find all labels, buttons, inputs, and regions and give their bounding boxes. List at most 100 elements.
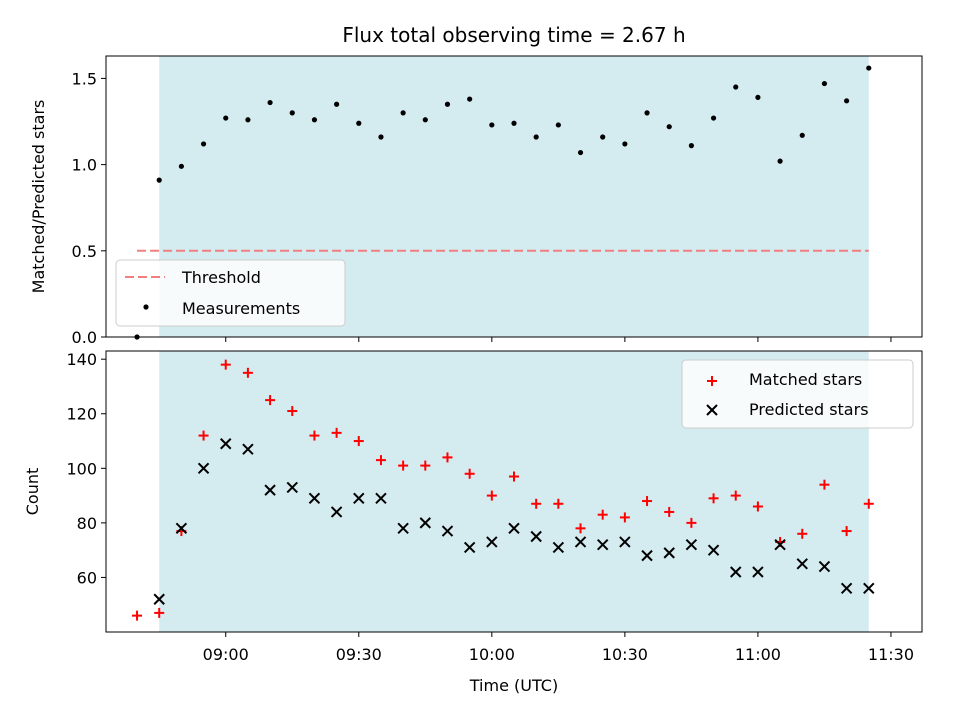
matched-point [132, 610, 143, 621]
measurement-point [378, 134, 384, 140]
predicted-point [730, 566, 742, 578]
matched-point [841, 526, 852, 537]
bottom-y-tick-label: 120 [66, 405, 97, 424]
x-tick-label: 10:00 [469, 645, 515, 664]
matched-point [198, 430, 209, 441]
matched-point [242, 367, 253, 378]
predicted-point [486, 536, 498, 548]
predicted-point [175, 522, 188, 535]
matched-point [642, 496, 653, 507]
matched-point [442, 452, 453, 463]
measurement-point [178, 163, 184, 169]
measurement-point [644, 110, 650, 116]
matched-point [154, 607, 165, 618]
bottom-y-tick-label: 60 [77, 568, 97, 587]
matched-point [752, 501, 763, 512]
bottom-legend: Matched stars Predicted stars [681, 359, 914, 429]
matched-point [331, 427, 342, 438]
legend-threshold-label: Threshold [181, 268, 261, 287]
top-panel: 0.0 0.5 1.0 1.5 Flux total observing time =… [29, 23, 923, 347]
matched-point [819, 479, 830, 490]
measurement-point [400, 110, 406, 116]
predicted-swatch-mark [706, 404, 718, 416]
predicted-point [463, 541, 476, 554]
measurement-point [422, 117, 428, 123]
predicted-point [441, 525, 454, 537]
chart-title: Flux total observing time = 2.67 h [342, 23, 685, 47]
measurement-point [223, 115, 229, 121]
measurement-point [577, 149, 584, 156]
measurement-point [821, 80, 828, 87]
predicted-point [286, 481, 298, 494]
measurement-point [844, 98, 850, 104]
top-y-tick-label: 1.5 [72, 69, 97, 88]
predicted-point [796, 558, 808, 570]
legend-predicted-swatch [706, 404, 718, 416]
matched-point [420, 460, 431, 471]
matched-point [265, 395, 276, 406]
predicted-point [840, 582, 853, 595]
bottom-x-ticks: 09:00 09:30 10:00 10:30 11:00 11:30 [203, 632, 914, 664]
x-axis-label: Time (UTC) [469, 676, 558, 695]
matched-point [464, 468, 475, 479]
matched-point [863, 498, 874, 509]
legend-measurements-label: Measurements [182, 299, 300, 318]
measurement-point [467, 96, 473, 102]
predicted-point [574, 536, 587, 548]
bottom-y-tick-label: 100 [66, 459, 97, 478]
predicted-point [264, 484, 276, 496]
legend-matched-label: Matched stars [749, 370, 862, 389]
predicted-point [619, 536, 631, 548]
matched-point [220, 359, 231, 370]
measurement-point [156, 177, 162, 183]
bottom-marks [132, 359, 875, 621]
top-x-ticks [225, 337, 892, 342]
matched-point [619, 512, 630, 523]
measurement-point [289, 110, 295, 116]
bottom-legend-box [681, 359, 914, 429]
matched-point [375, 455, 386, 466]
predicted-point [153, 593, 165, 605]
predicted-point [308, 492, 321, 505]
measurement-point [688, 143, 694, 149]
predicted-point [220, 438, 232, 450]
measurement-point [511, 120, 517, 126]
top-y-ticks: 0.0 0.5 1.0 1.5 [72, 69, 106, 347]
x-tick-label: 09:00 [203, 645, 249, 664]
measurement-point [334, 101, 340, 107]
predicted-point [707, 544, 720, 556]
bottom-axes-frame [105, 350, 923, 633]
measurement-point [489, 122, 495, 128]
matched-point [309, 430, 320, 441]
predicted-point [353, 492, 365, 505]
legend-predicted-label: Predicted stars [749, 400, 869, 419]
measurement-point [733, 84, 739, 90]
measurement-point [200, 141, 207, 147]
matched-point [686, 517, 697, 528]
bottom-y-tick-label: 140 [66, 350, 97, 369]
measurement-point [555, 122, 561, 128]
predicted-point [197, 462, 210, 475]
predicted-point [508, 522, 520, 535]
measurement-point [777, 158, 783, 164]
matched-point [730, 490, 741, 501]
bottom-panel: 60 80 100 120 140 09:00 09:30 10:00 10:30 11:00 1… [23, 350, 923, 695]
matched-point [509, 471, 519, 482]
measurement-point [245, 117, 251, 123]
matched-point [664, 506, 675, 517]
top-y-tick-label: 0.5 [72, 242, 97, 261]
measurement-point [755, 94, 761, 100]
measurement-point [311, 117, 318, 123]
x-tick-label: 10:30 [602, 645, 648, 664]
x-tick-label: 09:30 [336, 645, 382, 664]
measurement-point [356, 120, 362, 126]
matched-point [797, 528, 808, 539]
matched-point [353, 436, 364, 447]
matched-point [708, 493, 719, 504]
matched-point [486, 490, 497, 501]
matched-point [287, 406, 298, 417]
matched-point [398, 460, 409, 471]
top-legend-box [115, 259, 346, 327]
measurement-point [444, 101, 451, 107]
